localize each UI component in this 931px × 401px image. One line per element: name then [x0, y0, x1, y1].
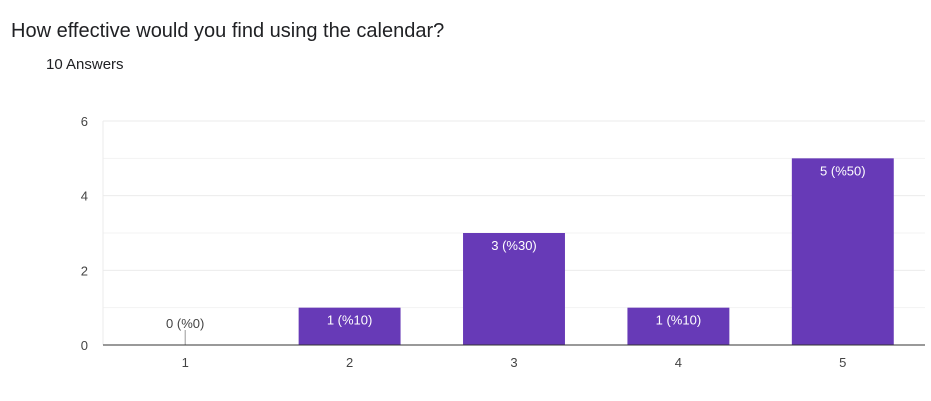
data-label-1: 0 (%0)	[166, 316, 204, 331]
bar-4[interactable]	[627, 307, 730, 345]
bar-2[interactable]	[298, 307, 401, 345]
data-label-5: 5 (%50)	[820, 163, 866, 178]
y-tick-label: 4	[81, 189, 88, 204]
x-tick-label-1: 1	[182, 355, 189, 370]
x-tick-label-3: 3	[510, 355, 517, 370]
question-title: How effective would you find using the c…	[11, 20, 445, 42]
y-tick-label: 2	[81, 263, 88, 278]
y-tick-label: 0	[81, 338, 88, 353]
answer-count: 10 Answers	[46, 56, 124, 73]
gridlines	[102, 120, 925, 345]
bars	[184, 158, 894, 345]
axes: 0 2 4 6 1 2 3 4 5	[81, 114, 925, 370]
bar-3[interactable]	[463, 233, 565, 345]
x-tick-label-5: 5	[839, 355, 846, 370]
data-label-2: 1 (%10)	[327, 313, 373, 328]
data-label-4: 1 (%10)	[656, 313, 702, 328]
bar-5[interactable]	[791, 158, 894, 345]
y-tick-label: 6	[81, 114, 88, 129]
data-label-3: 3 (%30)	[491, 238, 537, 253]
x-tick-label-4: 4	[675, 355, 682, 370]
x-tick-label-2: 2	[346, 355, 353, 370]
data-labels: 0 (%0) 1 (%10) 3 (%30) 1 (%10) 5 (%50)	[166, 163, 866, 331]
